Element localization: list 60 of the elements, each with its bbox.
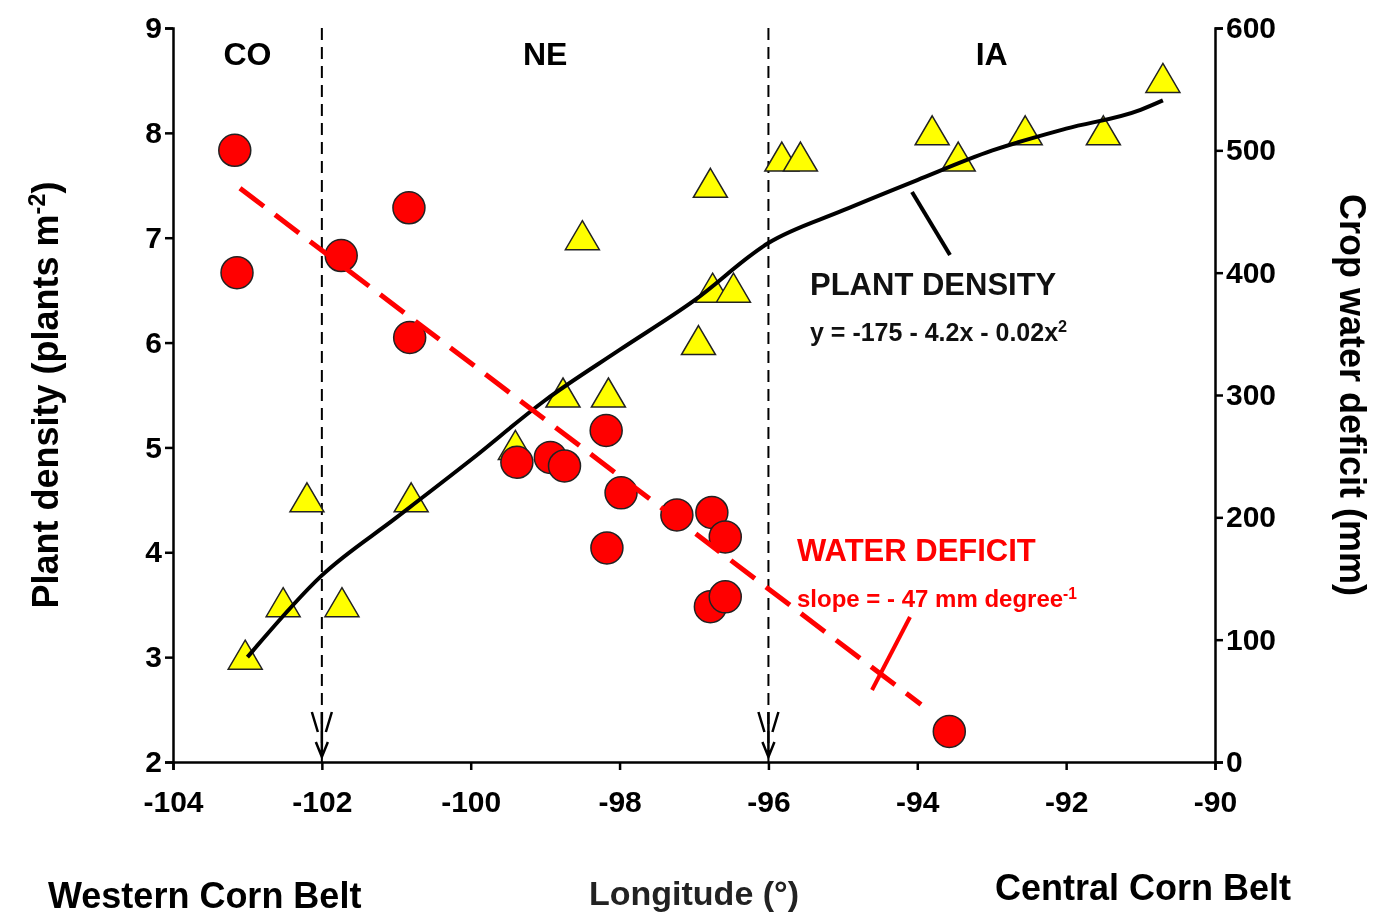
y2-tick-label: 400 — [1226, 255, 1277, 289]
point — [392, 320, 427, 355]
y-tick-label: 9 — [145, 11, 162, 45]
y-tick-label: 2 — [145, 745, 162, 779]
y2-axis-title: Crop water deficit (mm) — [1332, 193, 1373, 597]
point — [932, 714, 967, 749]
point — [324, 238, 358, 273]
y2-tick-label: 200 — [1226, 500, 1277, 534]
x-axis-title: Longitude (°) — [589, 874, 799, 912]
point — [680, 324, 717, 356]
y2-tick-label: 100 — [1226, 622, 1277, 656]
x-tick-label: -92 — [1044, 785, 1089, 818]
y-tick-label: 4 — [145, 535, 163, 569]
x-tick-label: -100 — [441, 785, 502, 818]
point — [715, 272, 752, 303]
x-tick-label: -104 — [143, 785, 204, 818]
annotation: slope = - 47 mm degree$^{-1}$ — [797, 584, 1078, 612]
point — [227, 639, 263, 670]
point — [547, 449, 582, 483]
x-tick-label: -98 — [598, 785, 642, 818]
y-tick-label: 3 — [145, 640, 162, 674]
annotation: IA — [975, 36, 1008, 72]
point — [914, 115, 950, 146]
y-tick-label: 5 — [145, 430, 162, 464]
annotation: CO — [223, 36, 272, 72]
point — [692, 167, 729, 199]
y-tick-label: 7 — [145, 220, 162, 254]
annotation: y = -175 - 4.2x - 0.02x$^{2}$ — [810, 317, 1068, 346]
point — [695, 495, 729, 530]
point — [708, 520, 743, 554]
annotation: NE — [522, 36, 568, 72]
point — [564, 219, 601, 251]
annotation: WATER DEFICIT — [797, 533, 1036, 568]
x-tick-label: -94 — [896, 785, 940, 818]
point — [1145, 62, 1181, 94]
x-tick-label: -90 — [1193, 785, 1238, 818]
x-tick-label: -96 — [747, 785, 791, 818]
y2-tick-label: 600 — [1226, 11, 1277, 45]
point — [500, 445, 534, 480]
text: Central Corn Belt — [995, 867, 1292, 908]
text: Western Corn Belt — [48, 875, 362, 915]
point — [708, 580, 743, 614]
point — [220, 255, 254, 290]
point — [782, 141, 819, 172]
point — [289, 482, 325, 513]
y-tick-label: 8 — [145, 115, 162, 149]
point — [589, 413, 623, 448]
y2-tick-label: 500 — [1226, 133, 1277, 167]
point — [604, 476, 638, 510]
y2-tick-label: 300 — [1226, 378, 1277, 412]
point — [324, 586, 360, 618]
point — [1085, 115, 1122, 146]
y2-tick-label: 0 — [1226, 745, 1243, 779]
y-tick-label: 6 — [145, 325, 162, 359]
point — [218, 133, 252, 168]
x-tick-label: -102 — [292, 785, 353, 818]
point — [590, 377, 627, 408]
annotation: PLANT DENSITY — [810, 267, 1057, 302]
point — [590, 531, 624, 565]
point — [392, 191, 426, 225]
